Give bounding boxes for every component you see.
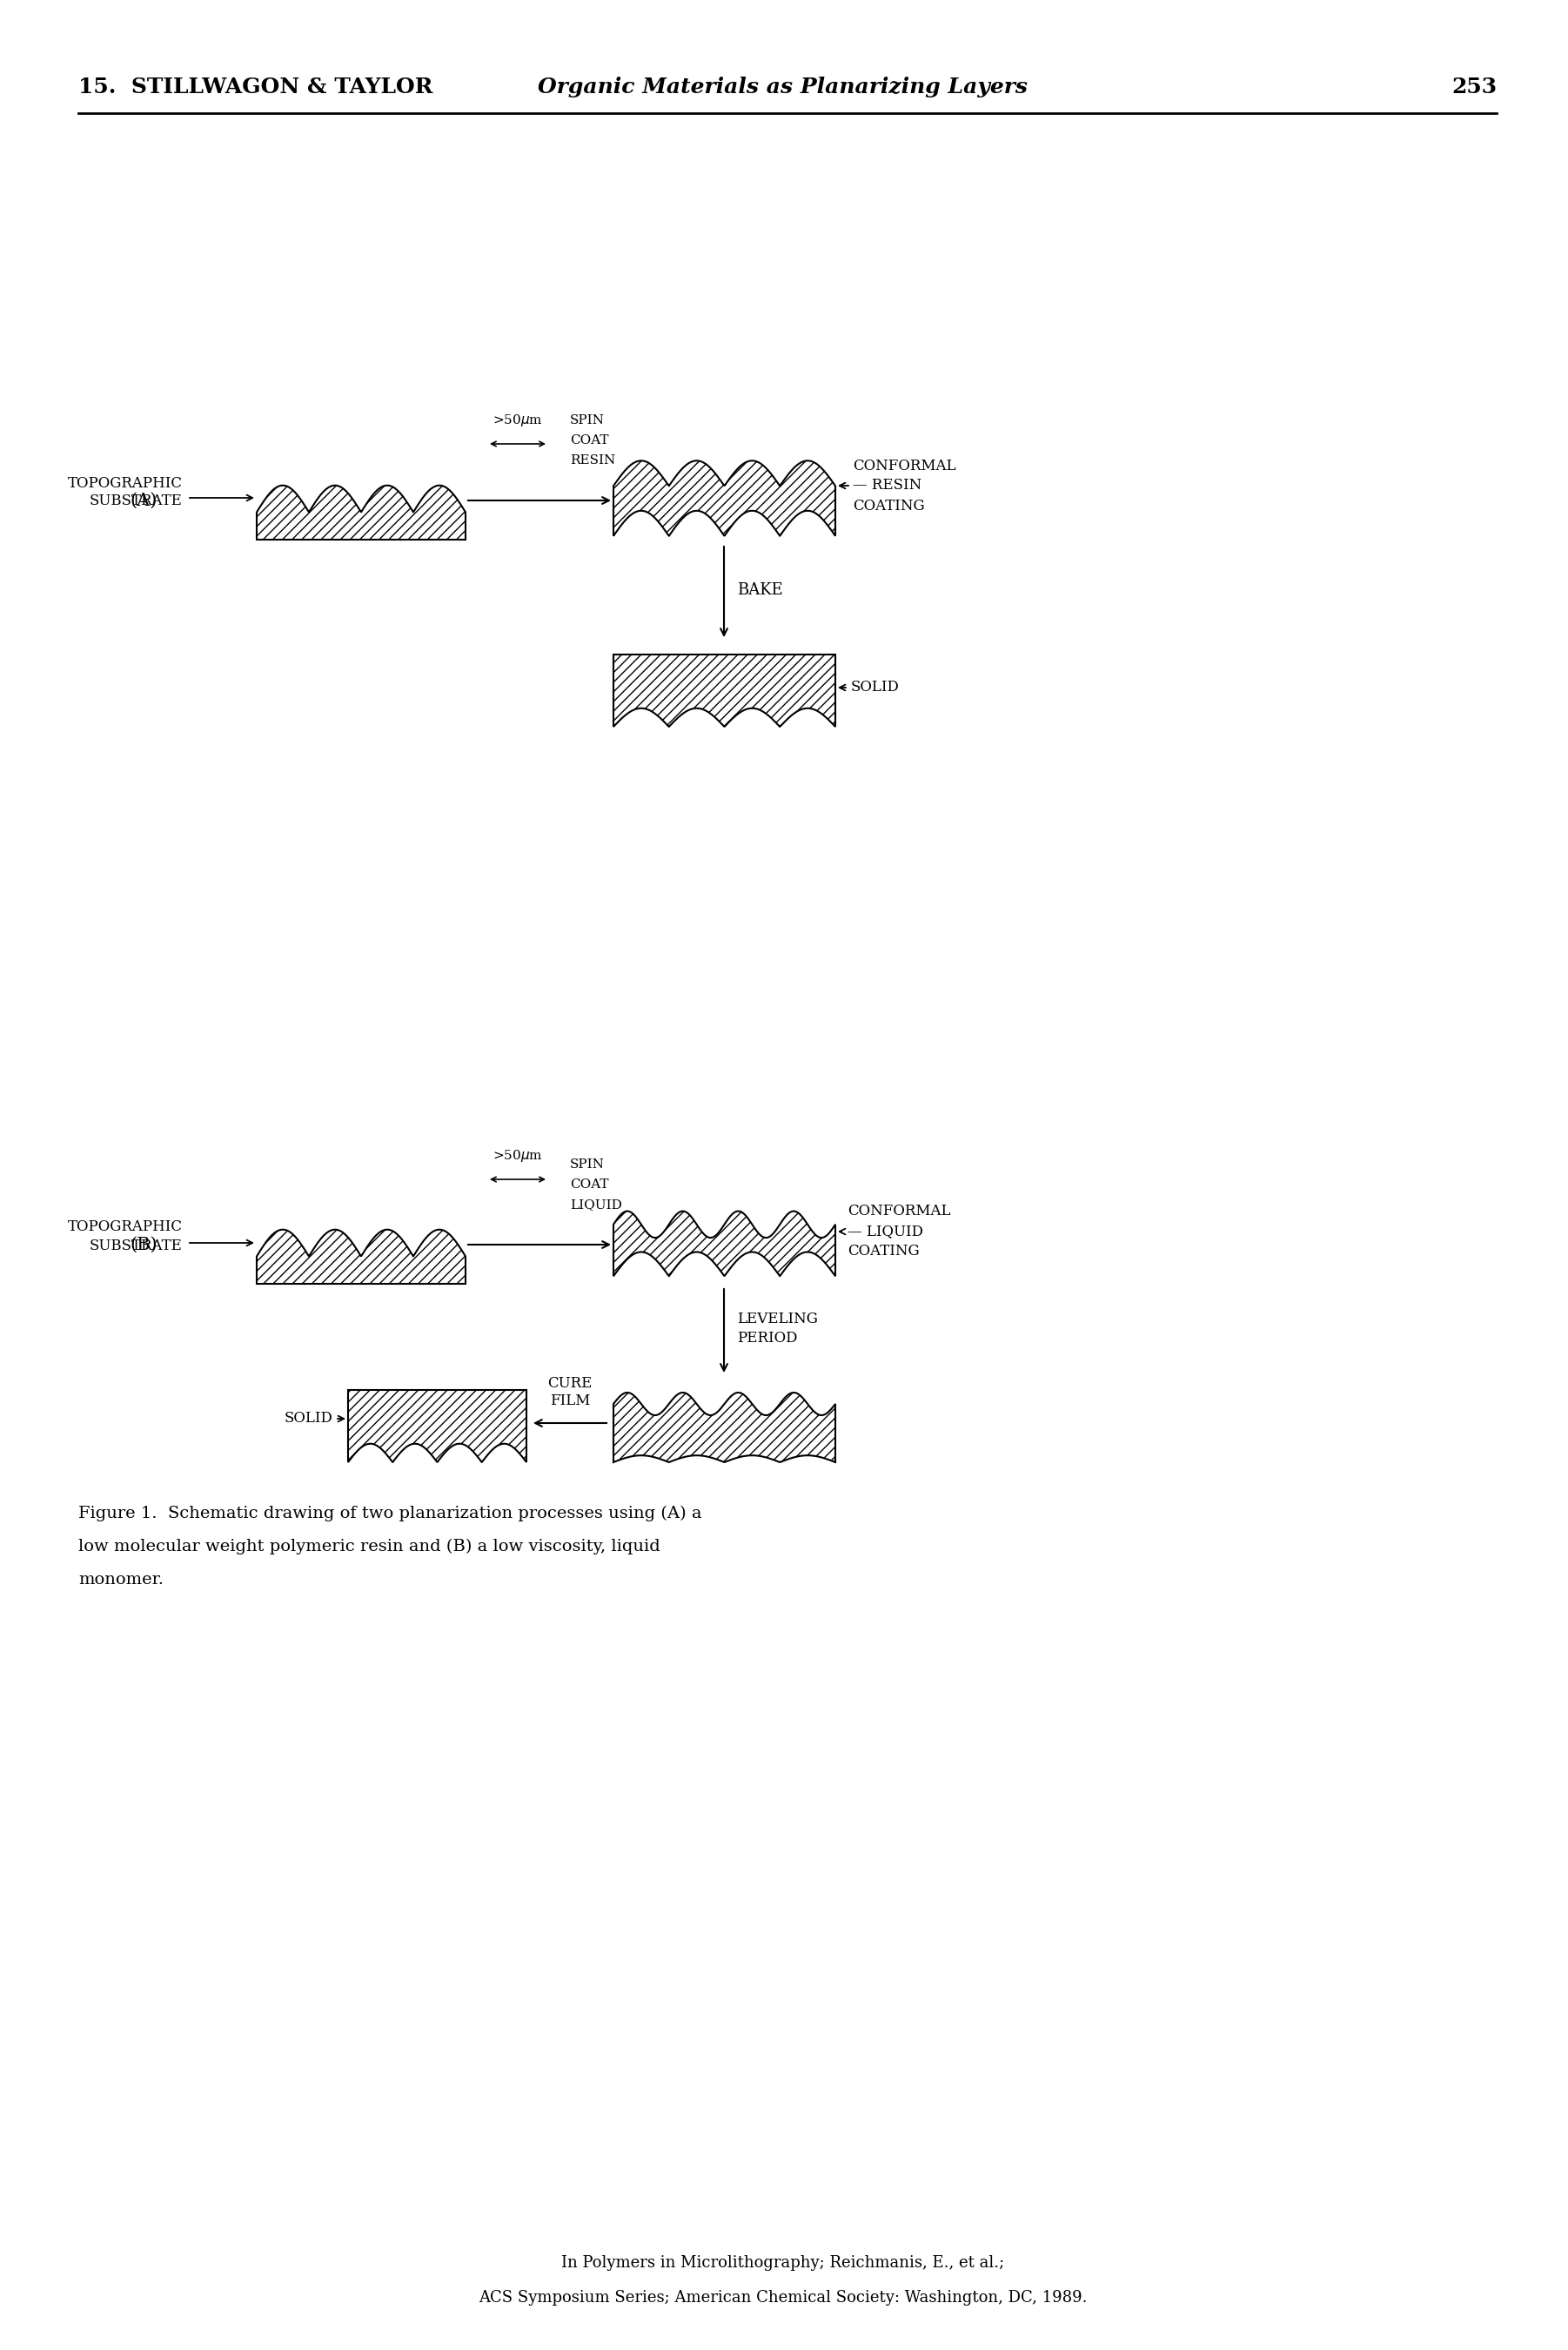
Text: PERIOD: PERIOD xyxy=(737,1330,798,1344)
Text: COATING: COATING xyxy=(848,1243,919,1260)
Text: 253: 253 xyxy=(1452,78,1496,96)
Text: (A): (A) xyxy=(130,491,157,508)
Text: Figure 1.  Schematic drawing of two planarization processes using (A) a: Figure 1. Schematic drawing of two plana… xyxy=(78,1506,702,1523)
Text: CONFORMAL: CONFORMAL xyxy=(848,1203,950,1220)
Polygon shape xyxy=(257,1229,466,1283)
Text: COAT: COAT xyxy=(569,435,608,446)
Text: CURE: CURE xyxy=(547,1377,593,1391)
Text: TOPOGRAPHIC: TOPOGRAPHIC xyxy=(67,1220,183,1234)
Text: COAT: COAT xyxy=(569,1177,608,1191)
Text: In Polymers in Microlithography; Reichmanis, E., et al.;: In Polymers in Microlithography; Reichma… xyxy=(561,2256,1005,2270)
Text: RESIN: RESIN xyxy=(569,454,615,468)
Polygon shape xyxy=(257,486,466,540)
Text: low molecular weight polymeric resin and (B) a low viscosity, liquid: low molecular weight polymeric resin and… xyxy=(78,1539,660,1556)
Text: — RESIN: — RESIN xyxy=(853,479,922,494)
Text: TOPOGRAPHIC: TOPOGRAPHIC xyxy=(67,475,183,491)
Text: SOLID: SOLID xyxy=(851,679,900,696)
Text: LEVELING: LEVELING xyxy=(737,1311,818,1325)
Text: Organic Materials as Planarizing Layers: Organic Materials as Planarizing Layers xyxy=(538,78,1029,96)
Polygon shape xyxy=(613,1394,836,1462)
Polygon shape xyxy=(613,656,836,726)
Text: SPIN: SPIN xyxy=(569,414,605,425)
Polygon shape xyxy=(613,1210,836,1276)
Text: (B): (B) xyxy=(130,1236,157,1253)
Text: SOLID: SOLID xyxy=(284,1412,332,1426)
Text: monomer.: monomer. xyxy=(78,1572,163,1589)
Text: ACS Symposium Series; American Chemical Society: Washington, DC, 1989.: ACS Symposium Series; American Chemical … xyxy=(478,2289,1088,2305)
Text: >50$\mu$m: >50$\mu$m xyxy=(492,414,543,428)
Polygon shape xyxy=(613,461,836,536)
Text: SPIN: SPIN xyxy=(569,1159,605,1170)
Text: BAKE: BAKE xyxy=(737,583,782,597)
Text: >50$\mu$m: >50$\mu$m xyxy=(492,1149,543,1163)
Text: — LIQUID: — LIQUID xyxy=(848,1224,924,1238)
Text: COATING: COATING xyxy=(853,498,925,512)
Text: FILM: FILM xyxy=(550,1394,590,1408)
Text: 15.  STILLWAGON & TAYLOR: 15. STILLWAGON & TAYLOR xyxy=(78,78,433,96)
Text: SUBSTRATE: SUBSTRATE xyxy=(89,1238,183,1255)
Text: SUBSTRATE: SUBSTRATE xyxy=(89,494,183,508)
Text: LIQUID: LIQUID xyxy=(569,1198,622,1210)
Text: CONFORMAL: CONFORMAL xyxy=(853,458,956,472)
Polygon shape xyxy=(348,1389,527,1462)
